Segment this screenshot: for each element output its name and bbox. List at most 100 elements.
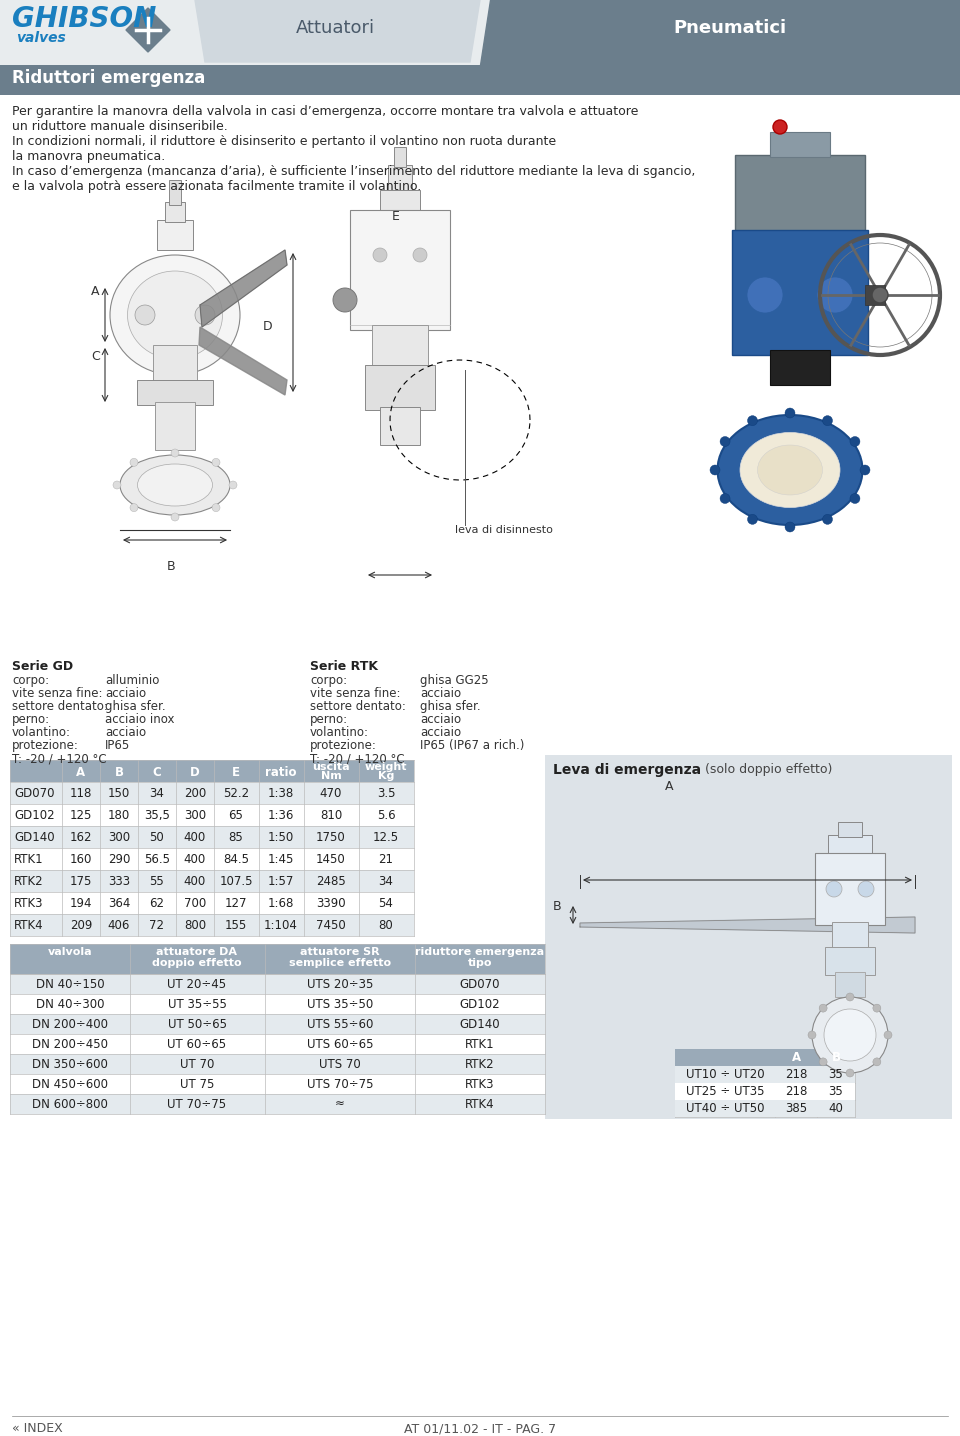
Text: IP65: IP65	[105, 740, 131, 752]
Text: settore dentato:: settore dentato:	[310, 699, 406, 714]
Circle shape	[710, 465, 720, 475]
Text: doppio effetto: doppio effetto	[153, 958, 242, 968]
Text: Serie RTK: Serie RTK	[310, 661, 378, 673]
Text: RTK3: RTK3	[14, 898, 43, 910]
Bar	[770, 350, 830, 385]
Text: Attuatori: Attuatori	[296, 19, 374, 37]
Text: 118: 118	[70, 787, 92, 800]
Text: DN 200÷400: DN 200÷400	[32, 1018, 108, 1031]
Text: D: D	[190, 765, 200, 778]
Text: 1:104: 1:104	[264, 919, 298, 932]
Circle shape	[819, 1004, 828, 1012]
Text: 1:36: 1:36	[268, 808, 294, 821]
Text: un riduttore manuale disinseribile.: un riduttore manuale disinseribile.	[12, 121, 228, 134]
Text: 1:57: 1:57	[268, 875, 294, 887]
Circle shape	[720, 494, 730, 504]
Bar	[675, 1100, 855, 1117]
Text: B: B	[831, 1051, 841, 1064]
Text: 50: 50	[150, 831, 164, 844]
Text: A: A	[665, 780, 674, 793]
Text: 34: 34	[378, 875, 394, 887]
Text: 35: 35	[828, 1068, 844, 1081]
Circle shape	[785, 408, 795, 418]
Text: riduttore emergenza: riduttore emergenza	[416, 946, 544, 956]
Text: 200: 200	[184, 787, 206, 800]
Circle shape	[130, 458, 138, 467]
Text: volantino:: volantino:	[310, 727, 369, 740]
Circle shape	[212, 504, 220, 511]
Bar	[735, 155, 865, 236]
Text: 155: 155	[225, 919, 247, 932]
Text: GD070: GD070	[14, 787, 55, 800]
Text: vite senza fine:: vite senza fine:	[310, 686, 400, 699]
Text: Serie GD: Serie GD	[12, 661, 73, 673]
Circle shape	[212, 458, 220, 467]
Text: valvola: valvola	[48, 946, 92, 956]
Text: ≈: ≈	[335, 1099, 345, 1111]
Bar	[388, 165, 412, 195]
Text: attuatore SR: attuatore SR	[300, 946, 380, 956]
Text: UT10 ÷ UT20: UT10 ÷ UT20	[685, 1068, 764, 1081]
Text: T: -20 / +120 °C: T: -20 / +120 °C	[310, 752, 404, 765]
Text: UT 20÷45: UT 20÷45	[167, 978, 227, 991]
Bar	[825, 946, 875, 975]
Ellipse shape	[137, 464, 212, 505]
Text: DN 600÷800: DN 600÷800	[32, 1099, 108, 1111]
Polygon shape	[200, 250, 287, 327]
Text: 35: 35	[828, 1086, 844, 1099]
Text: 218: 218	[785, 1068, 807, 1081]
Text: corpo:: corpo:	[12, 673, 49, 686]
Text: acciaio: acciaio	[105, 686, 146, 699]
Text: 35,5: 35,5	[144, 808, 170, 821]
Polygon shape	[199, 327, 287, 395]
Text: perno:: perno:	[310, 714, 348, 727]
Bar	[10, 994, 545, 1014]
Bar	[365, 365, 435, 411]
Bar	[732, 230, 868, 355]
Bar	[10, 1054, 545, 1074]
Bar	[675, 1050, 855, 1066]
Bar	[372, 325, 428, 370]
Bar	[0, 0, 960, 65]
Text: UTS 60÷65: UTS 60÷65	[307, 1038, 373, 1051]
Text: la manovra pneumatica.: la manovra pneumatica.	[12, 149, 165, 164]
Text: 12.5: 12.5	[372, 831, 399, 844]
Text: valves: valves	[16, 32, 65, 45]
Text: 34: 34	[150, 787, 164, 800]
Text: 72: 72	[150, 919, 164, 932]
Text: 1:68: 1:68	[268, 898, 294, 910]
Text: alluminio: alluminio	[105, 673, 159, 686]
Text: DN 450÷600: DN 450÷600	[32, 1078, 108, 1091]
Text: DN 40÷300: DN 40÷300	[36, 998, 105, 1011]
Text: C: C	[91, 350, 100, 363]
Ellipse shape	[717, 415, 862, 526]
Text: GD102: GD102	[460, 998, 500, 1011]
Circle shape	[860, 465, 870, 475]
Text: B: B	[167, 560, 176, 573]
Bar	[545, 755, 952, 1119]
Text: GD102: GD102	[14, 808, 55, 821]
Text: 65: 65	[228, 808, 244, 821]
Text: GHIBSON: GHIBSON	[12, 4, 156, 33]
Text: UT 60÷65: UT 60÷65	[167, 1038, 227, 1051]
Bar	[10, 1074, 545, 1094]
Circle shape	[823, 514, 832, 524]
Text: 175: 175	[70, 875, 92, 887]
Text: 52.2: 52.2	[223, 787, 249, 800]
Text: A: A	[91, 284, 100, 299]
Text: ghisa GG25: ghisa GG25	[420, 673, 489, 686]
Circle shape	[812, 997, 888, 1073]
Text: 700: 700	[184, 898, 206, 910]
Bar	[155, 402, 195, 449]
Text: IP65 (IP67 a rich.): IP65 (IP67 a rich.)	[420, 740, 524, 752]
Bar	[0, 65, 960, 95]
Ellipse shape	[757, 445, 823, 495]
Text: e la valvola potrà essere azionata facilmente tramite il volantino.: e la valvola potrà essere azionata facil…	[12, 180, 421, 192]
Circle shape	[171, 449, 179, 457]
Bar	[165, 202, 185, 223]
Text: UT 70: UT 70	[180, 1058, 214, 1071]
Bar	[394, 146, 406, 167]
Circle shape	[819, 1058, 828, 1066]
Text: 21: 21	[378, 853, 394, 866]
Text: 85: 85	[228, 831, 244, 844]
